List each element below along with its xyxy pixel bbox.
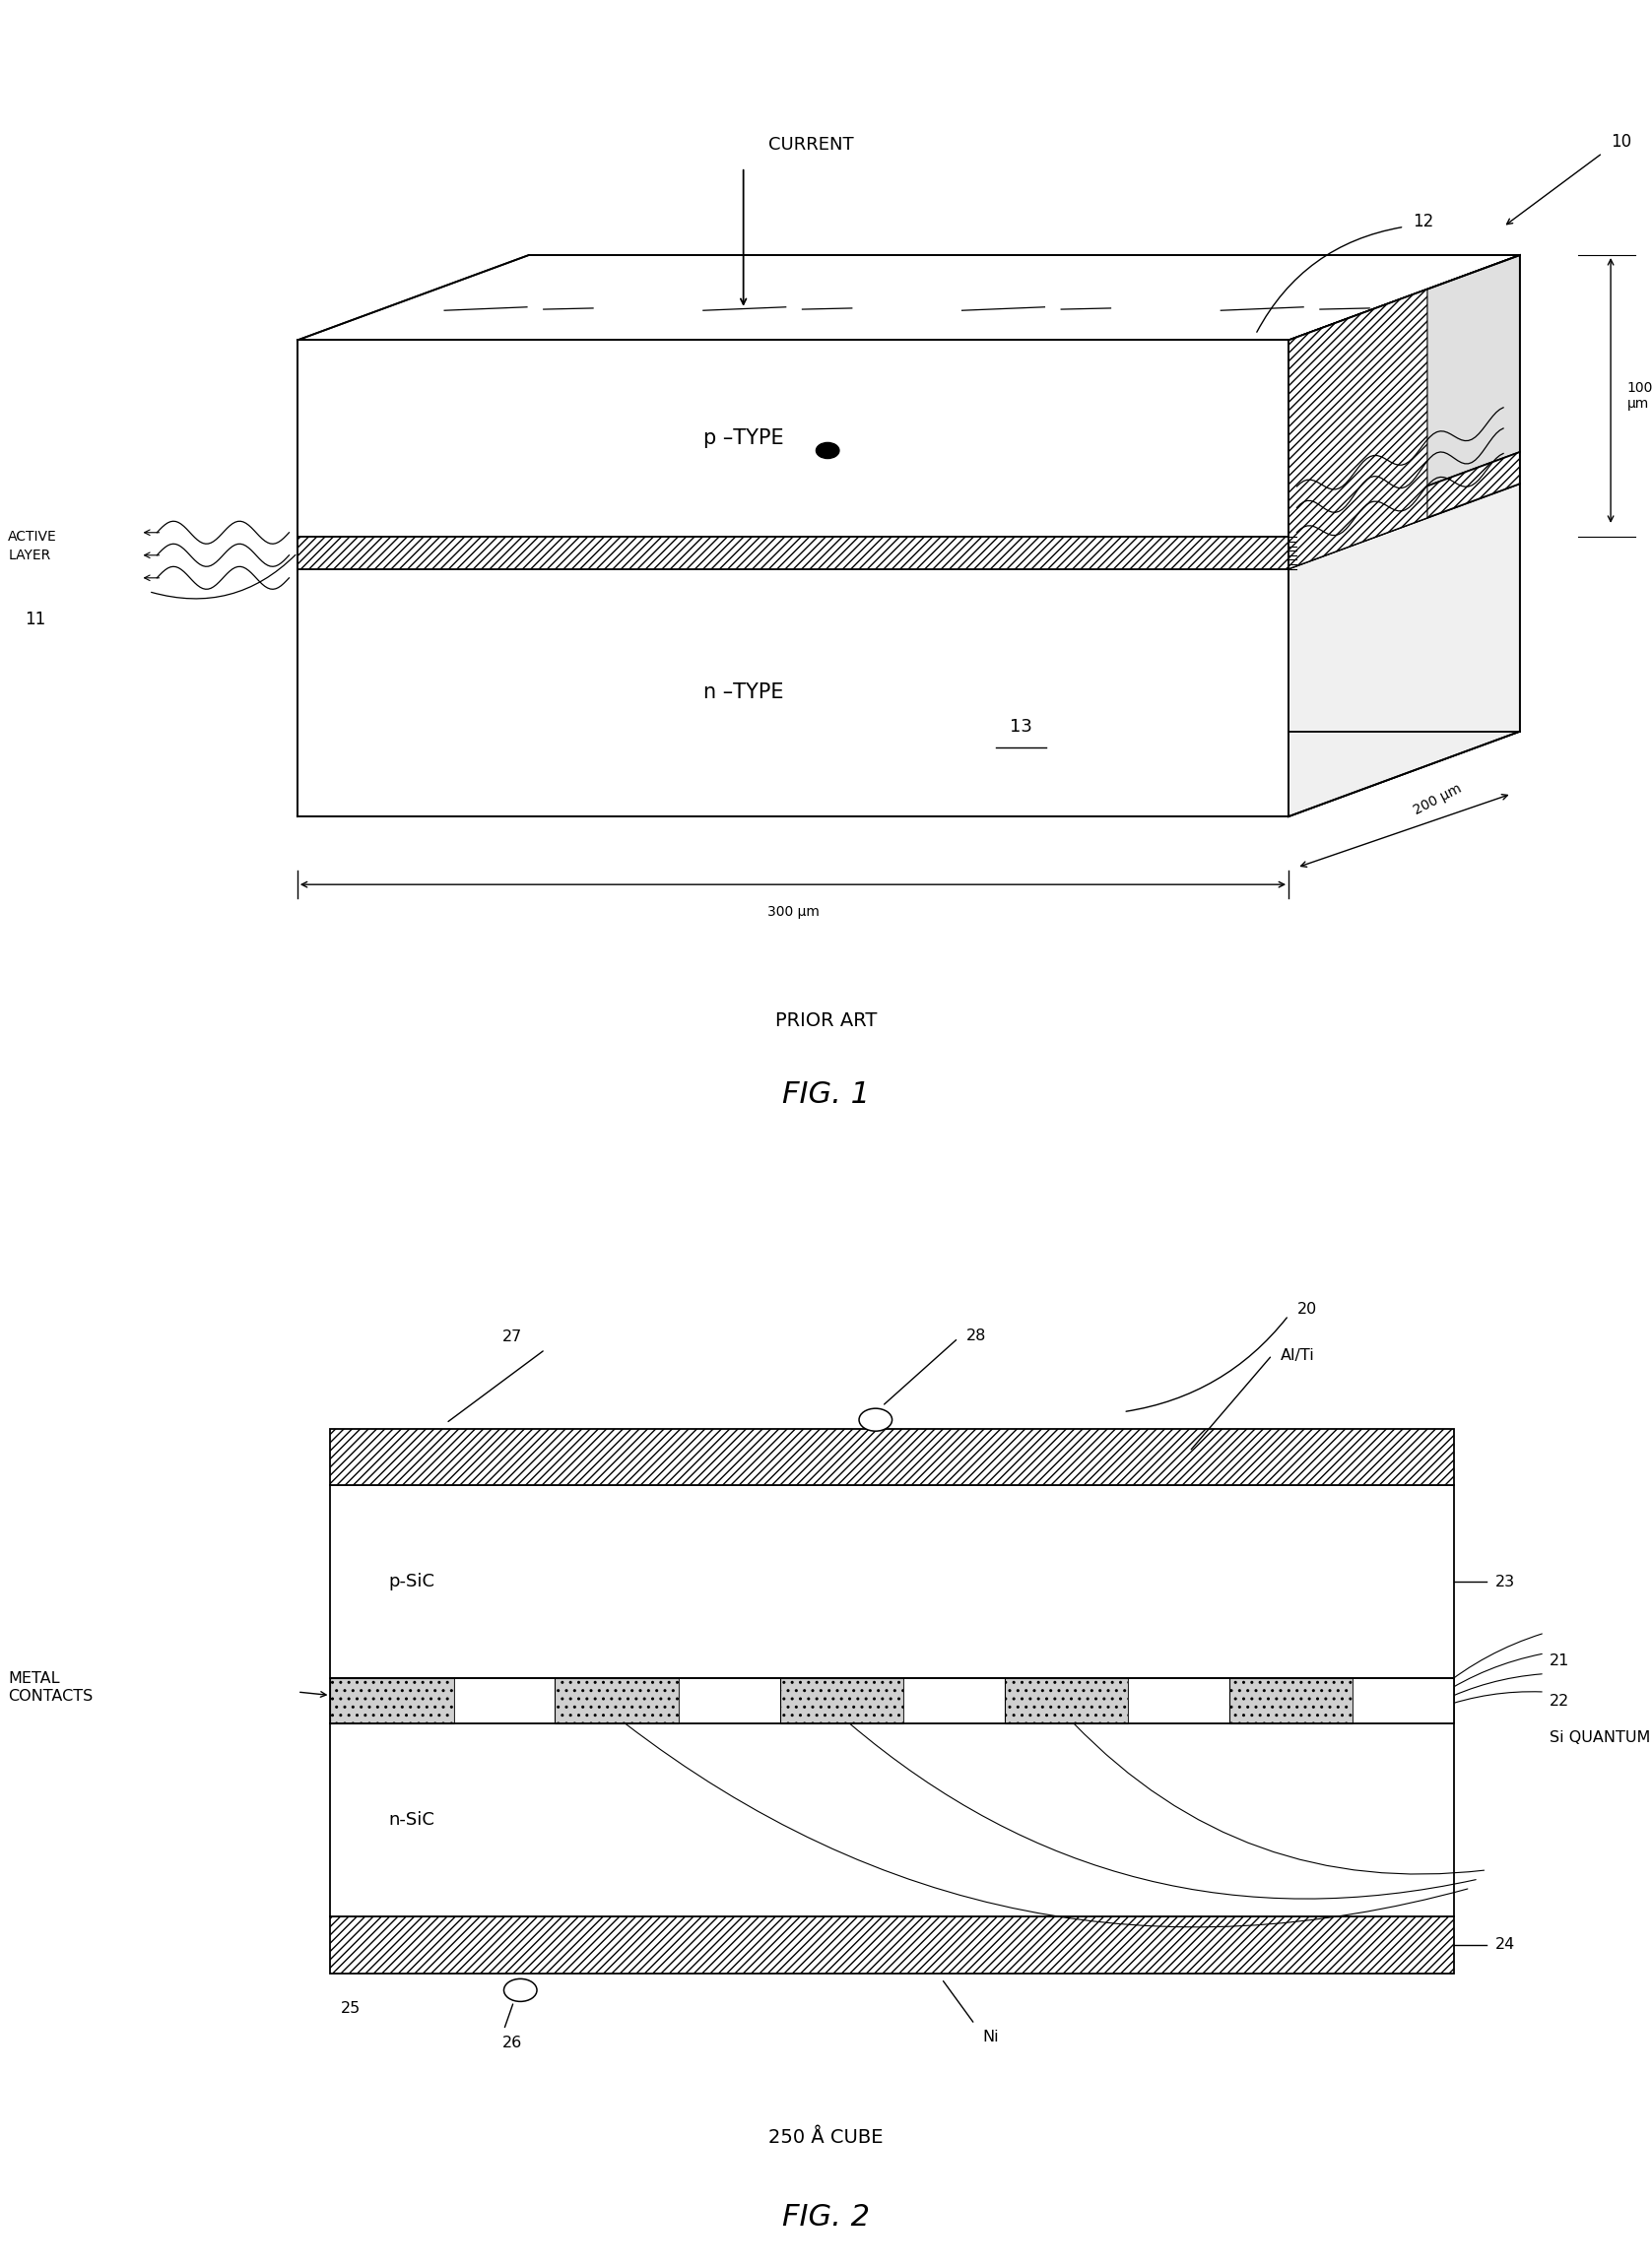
Text: n –TYPE: n –TYPE xyxy=(704,683,783,703)
Text: FIG. 2: FIG. 2 xyxy=(781,2202,871,2232)
Polygon shape xyxy=(1289,256,1520,538)
Text: 21: 21 xyxy=(1550,1653,1569,1669)
Text: 100
μm: 100 μm xyxy=(1627,381,1652,411)
Text: ACTIVE
LAYER: ACTIVE LAYER xyxy=(8,531,58,562)
Text: 27: 27 xyxy=(502,1329,522,1343)
Text: 25: 25 xyxy=(340,2000,360,2016)
Polygon shape xyxy=(330,1724,1454,1916)
Polygon shape xyxy=(679,1678,780,1724)
Text: FIG. 1: FIG. 1 xyxy=(781,1080,871,1109)
Text: 11: 11 xyxy=(25,610,46,628)
Polygon shape xyxy=(1128,1678,1229,1724)
Polygon shape xyxy=(330,1678,454,1724)
Polygon shape xyxy=(454,1678,555,1724)
Polygon shape xyxy=(297,569,1289,816)
Text: 22: 22 xyxy=(1550,1694,1569,1708)
Polygon shape xyxy=(904,1678,1004,1724)
Polygon shape xyxy=(1004,1678,1128,1724)
Text: 250 Å CUBE: 250 Å CUBE xyxy=(768,2127,884,2148)
Circle shape xyxy=(816,442,839,458)
Text: 24: 24 xyxy=(1495,1937,1515,1953)
Text: Si QUANTUM DOTS: Si QUANTUM DOTS xyxy=(1550,1730,1652,1744)
Polygon shape xyxy=(330,1486,1454,1678)
Text: n-SiC: n-SiC xyxy=(388,1812,434,1828)
Text: METAL
CONTACTS: METAL CONTACTS xyxy=(8,1672,93,1703)
Circle shape xyxy=(504,1978,537,2000)
Polygon shape xyxy=(330,1916,1454,1973)
Polygon shape xyxy=(1289,483,1520,816)
Text: p –TYPE: p –TYPE xyxy=(704,429,783,449)
Polygon shape xyxy=(1229,1678,1353,1724)
Polygon shape xyxy=(330,1429,1454,1486)
Text: p-SiC: p-SiC xyxy=(388,1574,434,1590)
Text: 26: 26 xyxy=(502,2037,522,2050)
Circle shape xyxy=(859,1408,892,1431)
Text: 300 μm: 300 μm xyxy=(767,905,819,919)
Text: PRIOR ART: PRIOR ART xyxy=(775,1012,877,1030)
Text: 200 μm: 200 μm xyxy=(1411,780,1464,816)
Polygon shape xyxy=(1353,1678,1454,1724)
Text: 10: 10 xyxy=(1611,134,1632,150)
Text: 23: 23 xyxy=(1495,1574,1515,1590)
Polygon shape xyxy=(555,1678,679,1724)
Text: 28: 28 xyxy=(966,1329,986,1343)
Polygon shape xyxy=(780,1678,904,1724)
Polygon shape xyxy=(1289,451,1520,569)
Polygon shape xyxy=(297,538,1289,569)
Polygon shape xyxy=(1289,288,1427,569)
Polygon shape xyxy=(297,256,1520,340)
Text: 12: 12 xyxy=(1412,213,1434,229)
Polygon shape xyxy=(297,340,1289,538)
Text: 13: 13 xyxy=(1009,717,1032,735)
Text: Ni: Ni xyxy=(983,2030,999,2046)
Polygon shape xyxy=(1289,256,1520,816)
Text: CURRENT: CURRENT xyxy=(768,136,854,154)
Text: 20: 20 xyxy=(1297,1302,1317,1318)
Text: Al/Ti: Al/Ti xyxy=(1280,1347,1315,1363)
